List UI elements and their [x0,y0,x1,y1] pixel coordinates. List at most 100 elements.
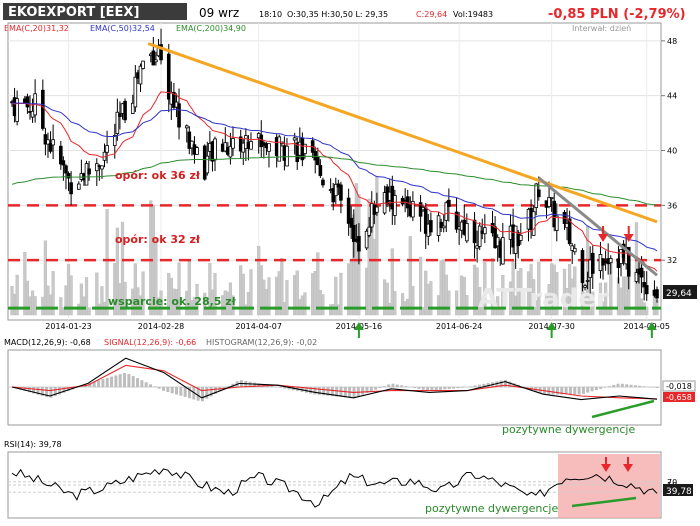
candle-body [573,248,576,251]
rsi-highlight-zone [558,454,660,518]
volume-bar [142,272,145,315]
candle-body [568,219,571,244]
price-tick-label: 32 [667,256,677,265]
header-time: 18:10 [259,10,282,19]
macd-histogram-bar [175,387,178,395]
candle-body [77,184,80,189]
candle-body [196,148,199,155]
macd-histogram-bar [586,387,589,393]
macd-histogram-bar [617,384,620,388]
candle-body [555,216,558,230]
macd-histogram-bar [448,387,451,389]
rsi-legend: RSI(14): 39,78 [4,440,62,449]
volume-bar [411,286,414,315]
candle-body [124,101,127,120]
macd-histogram-bar [461,387,464,388]
macd-histogram-bar [452,387,455,389]
candle-body [478,226,481,246]
macd-histogram-bar [634,385,637,387]
macd-histogram-bar [201,387,204,401]
last-price-label: 29,64 [666,289,692,299]
date-tick-label: 2014-06-24 [436,322,483,331]
volume-bar [393,291,396,315]
candle-body [41,90,44,128]
macd-histogram-bar [123,373,126,387]
macd-divergence-line [592,401,654,417]
macd-legend: MACD(12,26,9): -0,68 [4,338,91,347]
candle-body [532,212,535,236]
candle-body [358,236,361,251]
candle-body [586,280,589,281]
support-label: wsparcie: ok. 28,5 zł [108,295,237,308]
volume-bar [88,308,91,315]
volume-bar [286,280,289,315]
macd-histogram-bar [270,386,273,387]
resistance-32-label: opór: ok 32 zł [115,233,201,246]
macd-histogram-bar [149,384,152,387]
candle-body [185,126,188,128]
candle-body [340,185,343,200]
macd-histogram-bar [651,387,654,388]
candle-body [206,156,209,173]
signal-legend: SIGNAL(12,26,9): -0,66 [104,338,196,347]
macd-histogram-bar [378,387,381,388]
macd-histogram-bar [396,385,399,388]
macd-histogram-bar [162,387,165,391]
macd-histogram-bar [647,387,650,388]
macd-histogram-bar [443,387,446,389]
candle-body [322,180,325,185]
macd-histogram-bar [578,387,581,395]
resistance-36-label: opór: ok 36 zł [115,169,201,182]
ema50-line [12,103,657,251]
candle-body [152,51,155,65]
candle-body [88,169,91,174]
ema200-legend: EMA(C,200)34,90 [176,24,246,33]
candle-body [16,99,19,122]
macd-histogram-bar [625,384,628,387]
candle-body [65,166,68,173]
macd-histogram-bar [383,386,386,387]
header-volume: Vol:19483 [453,10,493,19]
macd-histogram-bar [132,376,135,387]
macd-histogram-bar [474,386,477,388]
rsi-value: 39,78 [666,487,692,497]
candle-body [119,114,122,117]
volume-bar [429,281,432,315]
candle-body [645,285,648,293]
macd-histogram-bar [573,387,576,395]
price-tick-label: 36 [667,201,677,210]
macd-histogram-bar [166,387,169,392]
header-close: C:29,64 [416,10,447,19]
volume-bar [447,291,450,315]
macd-histogram-bar [582,387,585,394]
candle-body [142,61,145,68]
candle-body [609,258,612,262]
macd-histogram-bar [404,386,407,387]
candle-body [473,220,476,243]
candle-body [501,238,504,264]
candle-body [591,253,594,273]
interval-label: Interwał: dzień [572,24,631,33]
price-tick-label: 48 [667,37,677,46]
candle-body [106,146,109,153]
macd-histogram-bar [136,378,139,387]
trendline-orange [148,44,657,222]
candle-body [537,190,540,197]
candle-body [581,251,584,283]
volume-bar [304,293,307,315]
candle-body [134,77,137,107]
candle-body [52,140,55,145]
candle-body [442,226,445,228]
macd-histogram-bar [318,387,321,395]
date-tick-label: 2014-01-23 [45,322,92,331]
macd-histogram-bar [469,386,472,387]
macd-histogram-bar [599,387,602,389]
macd-histogram-bar [556,387,559,395]
macd-histogram-bar [643,386,646,387]
macd-histogram-bar [184,387,187,397]
candle-body [70,183,73,194]
macd-histogram-bar [145,382,148,387]
price-tick-label: 44 [667,92,677,101]
candle-body [286,146,289,166]
candle-body [368,227,371,235]
